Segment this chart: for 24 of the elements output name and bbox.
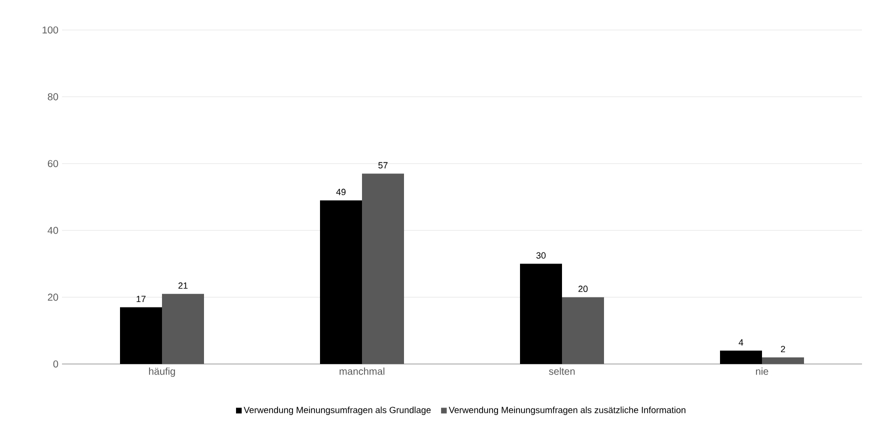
legend-label: Verwendung Meinungsumfragen als Grundlage bbox=[244, 406, 431, 415]
bar bbox=[320, 200, 362, 364]
y-tick-label: 100 bbox=[42, 26, 58, 34]
data-label: 4 bbox=[738, 339, 744, 346]
bar bbox=[720, 350, 762, 364]
y-tick-label: 20 bbox=[48, 294, 58, 301]
x-tick-label: häufig bbox=[149, 368, 175, 377]
data-label: 49 bbox=[336, 188, 346, 196]
x-tick-label: manchmal bbox=[340, 368, 384, 375]
y-tick-label: 80 bbox=[48, 93, 58, 100]
data-label: 57 bbox=[378, 162, 388, 168]
x-tick-label: nie bbox=[756, 368, 768, 375]
data-label: 30 bbox=[536, 252, 546, 259]
y-tick-label: 40 bbox=[48, 226, 58, 234]
data-label: 17 bbox=[136, 296, 146, 302]
x-tick-label: selten bbox=[548, 368, 575, 375]
data-label: 2 bbox=[780, 346, 786, 352]
bar bbox=[520, 264, 562, 364]
y-tick-label: 60 bbox=[48, 160, 58, 168]
bar bbox=[120, 307, 162, 364]
data-label: 20 bbox=[578, 286, 588, 292]
data-label: 21 bbox=[178, 282, 188, 289]
legend-label: Verwendung Meinungsumfragen als zusätzliche Information bbox=[448, 406, 686, 415]
y-tick-label: 0 bbox=[53, 360, 58, 368]
